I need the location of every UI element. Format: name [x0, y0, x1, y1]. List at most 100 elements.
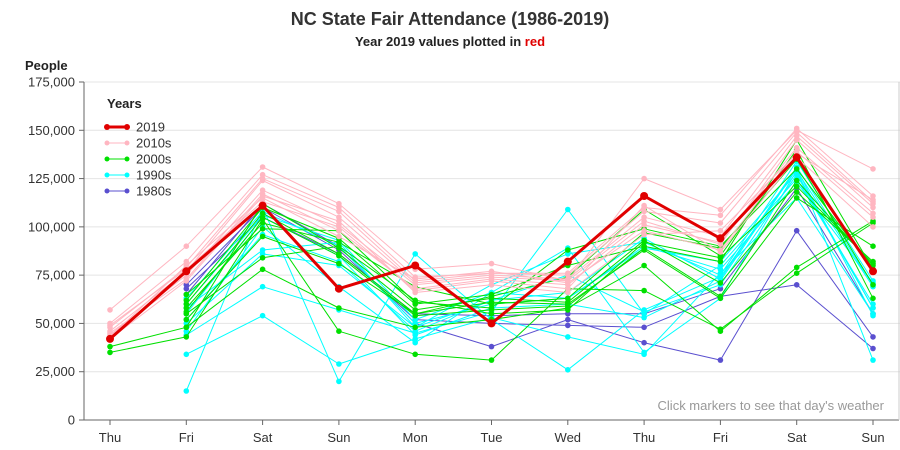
data-point[interactable]: [641, 222, 647, 228]
data-point[interactable]: [870, 224, 876, 230]
data-point[interactable]: [717, 328, 724, 335]
data-point[interactable]: [412, 251, 419, 257]
data-point[interactable]: [183, 285, 190, 292]
data-point[interactable]: [717, 280, 724, 286]
data-point[interactable]: [488, 307, 495, 313]
data-point[interactable]: [641, 202, 647, 209]
data-point[interactable]: [107, 322, 113, 329]
data-point[interactable]: [259, 171, 266, 178]
data-point[interactable]: [488, 343, 495, 350]
data-point[interactable]: [641, 339, 647, 346]
data-point[interactable]: [488, 301, 495, 307]
data-point[interactable]: [793, 227, 800, 234]
data-point[interactable]: [258, 201, 267, 210]
data-point[interactable]: [793, 282, 800, 288]
data-point[interactable]: [792, 153, 801, 162]
data-point[interactable]: [488, 357, 495, 363]
data-point[interactable]: [183, 351, 190, 358]
data-point[interactable]: [259, 210, 266, 217]
data-point[interactable]: [565, 289, 571, 296]
data-point[interactable]: [183, 297, 190, 304]
data-point[interactable]: [412, 276, 419, 282]
data-point[interactable]: [487, 319, 496, 328]
data-point[interactable]: [336, 204, 342, 211]
data-point[interactable]: [259, 247, 266, 253]
data-point[interactable]: [641, 314, 647, 321]
data-point[interactable]: [488, 282, 495, 288]
data-point[interactable]: [412, 312, 419, 319]
data-point[interactable]: [183, 309, 190, 315]
data-point[interactable]: [717, 227, 724, 234]
data-point[interactable]: [565, 247, 571, 253]
data-point[interactable]: [183, 316, 190, 323]
data-point[interactable]: [563, 257, 572, 266]
data-point[interactable]: [336, 361, 342, 367]
data-point[interactable]: [793, 195, 800, 201]
data-point[interactable]: [412, 289, 419, 296]
data-point[interactable]: [870, 334, 876, 340]
data-point[interactable]: [336, 305, 342, 311]
data-point[interactable]: [565, 206, 571, 213]
data-point[interactable]: [641, 231, 647, 238]
data-point[interactable]: [640, 192, 649, 200]
data-point[interactable]: [565, 280, 571, 286]
data-point[interactable]: [565, 367, 571, 373]
data-point[interactable]: [412, 351, 419, 358]
data-point[interactable]: [488, 278, 495, 284]
data-point[interactable]: [870, 282, 876, 288]
data-point[interactable]: [488, 268, 495, 275]
data-point[interactable]: [107, 307, 113, 313]
data-point[interactable]: [412, 339, 419, 346]
data-point[interactable]: [336, 218, 342, 224]
data-point[interactable]: [336, 214, 342, 220]
data-point[interactable]: [641, 245, 647, 251]
data-point[interactable]: [259, 220, 266, 226]
data-point[interactable]: [870, 345, 876, 352]
data-point[interactable]: [641, 208, 647, 215]
data-point[interactable]: [793, 137, 800, 143]
data-point[interactable]: [488, 260, 495, 267]
data-point[interactable]: [259, 193, 266, 199]
data-point[interactable]: [717, 276, 724, 282]
data-point[interactable]: [412, 282, 419, 288]
data-point[interactable]: [183, 388, 190, 394]
data-point[interactable]: [870, 305, 876, 311]
data-point[interactable]: [717, 258, 724, 265]
data-point[interactable]: [412, 320, 419, 327]
data-point[interactable]: [793, 264, 800, 271]
data-point[interactable]: [336, 328, 342, 335]
data-point[interactable]: [259, 214, 266, 220]
data-point[interactable]: [717, 357, 724, 363]
data-point[interactable]: [793, 270, 800, 277]
data-point[interactable]: [870, 204, 876, 211]
data-point[interactable]: [870, 166, 876, 172]
data-point[interactable]: [336, 239, 342, 246]
data-point[interactable]: [717, 293, 724, 300]
data-point[interactable]: [716, 234, 725, 243]
data-point[interactable]: [717, 266, 724, 273]
data-point[interactable]: [183, 258, 190, 265]
data-point[interactable]: [641, 262, 647, 269]
data-point[interactable]: [870, 210, 876, 217]
data-point[interactable]: [565, 251, 571, 257]
data-point[interactable]: [565, 307, 571, 313]
data-point[interactable]: [412, 324, 419, 331]
data-point[interactable]: [870, 357, 876, 363]
data-point[interactable]: [488, 295, 495, 302]
data-point[interactable]: [717, 206, 724, 213]
data-point[interactable]: [183, 334, 190, 340]
data-point[interactable]: [870, 214, 876, 220]
data-point[interactable]: [183, 243, 190, 249]
data-point[interactable]: [336, 233, 342, 240]
data-point[interactable]: [870, 312, 876, 319]
data-point[interactable]: [565, 299, 571, 306]
data-point[interactable]: [182, 267, 191, 276]
data-point[interactable]: [259, 266, 266, 273]
data-point[interactable]: [259, 312, 266, 319]
data-point[interactable]: [183, 282, 190, 288]
data-point[interactable]: [336, 208, 342, 215]
data-point[interactable]: [717, 212, 724, 219]
data-point[interactable]: [717, 220, 724, 226]
data-point[interactable]: [183, 328, 190, 335]
data-point[interactable]: [336, 253, 342, 259]
